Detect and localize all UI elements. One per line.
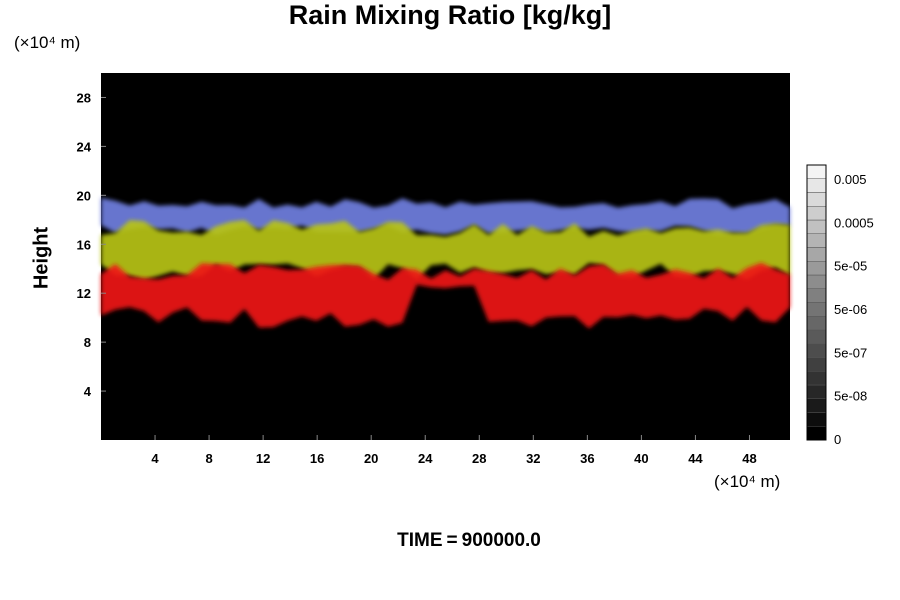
colorbar: 0.005 0.0005 5e-05 5e-06 5e-07 5e-08 0 [806,164,874,447]
colorbar-step [806,261,827,276]
colorbar-label: 0 [834,432,841,447]
colorbar-step [806,371,827,386]
x-axis: 4 8 12 16 20 24 28 32 36 40 44 48 [151,435,757,466]
colorbar-frame [806,164,827,441]
x-tick-label: 48 [742,451,756,466]
colorbar-step [806,233,827,248]
rain-layer-2 [101,220,790,280]
colorbar-label: 0.005 [834,172,867,187]
y-tick-label: 12 [77,286,91,301]
y-axis: 4 8 12 16 20 24 28 [77,90,106,399]
x-tick-label: 44 [688,451,703,466]
colorbar-step [806,178,827,193]
colorbar-step [806,384,827,399]
colorbar-step [806,426,827,441]
y-tick-label: 8 [84,335,91,350]
time-readout: TIME = 900000.0 [397,530,541,551]
colorbar-step [806,206,827,221]
y-tick-label: 28 [77,90,91,105]
x-tick-label: 12 [256,451,270,466]
colorbar-step [806,247,827,262]
colorbar-label: 0.0005 [834,215,874,230]
x-tick-label: 32 [526,451,540,466]
colorbar-step [806,274,827,289]
colorbar-step [806,192,827,207]
colorbar-step [806,302,827,317]
colorbar-label: 5e-08 [834,389,867,404]
x-axis-unit: (×10⁴ m) [714,472,781,491]
x-tick-label: 4 [151,451,159,466]
colorbar-step [806,329,827,344]
colorbar-step [806,164,827,179]
colorbar-step [806,412,827,427]
x-tick-label: 36 [580,451,594,466]
rain-layer-3 [101,262,790,329]
y-axis-unit: (×10⁴ m) [14,33,81,52]
y-tick-label: 24 [77,139,92,154]
colorbar-label: 5e-05 [834,259,867,274]
x-tick-label: 28 [472,451,486,466]
colorbar-label: 5e-07 [834,345,867,360]
colorbar-step [806,288,827,303]
y-tick-label: 4 [84,384,92,399]
colorbar-step [806,316,827,331]
x-tick-label: 40 [634,451,648,466]
x-tick-label: 24 [418,451,433,466]
x-tick-label: 8 [205,451,212,466]
colorbar-step [806,398,827,413]
y-tick-label: 20 [77,188,91,203]
colorbar-step [806,219,827,234]
x-tick-label: 20 [364,451,378,466]
time-value: 900000.0 [461,530,541,551]
colorbar-step [806,357,827,372]
plot-area [101,73,790,440]
y-tick-label: 16 [77,237,91,252]
x-tick-label: 16 [310,451,324,466]
time-label: TIME [397,530,443,551]
colorbar-step [806,343,827,358]
colorbar-label: 5e-06 [834,302,867,317]
chart-title: Rain Mixing Ratio [kg/kg] [288,0,612,30]
